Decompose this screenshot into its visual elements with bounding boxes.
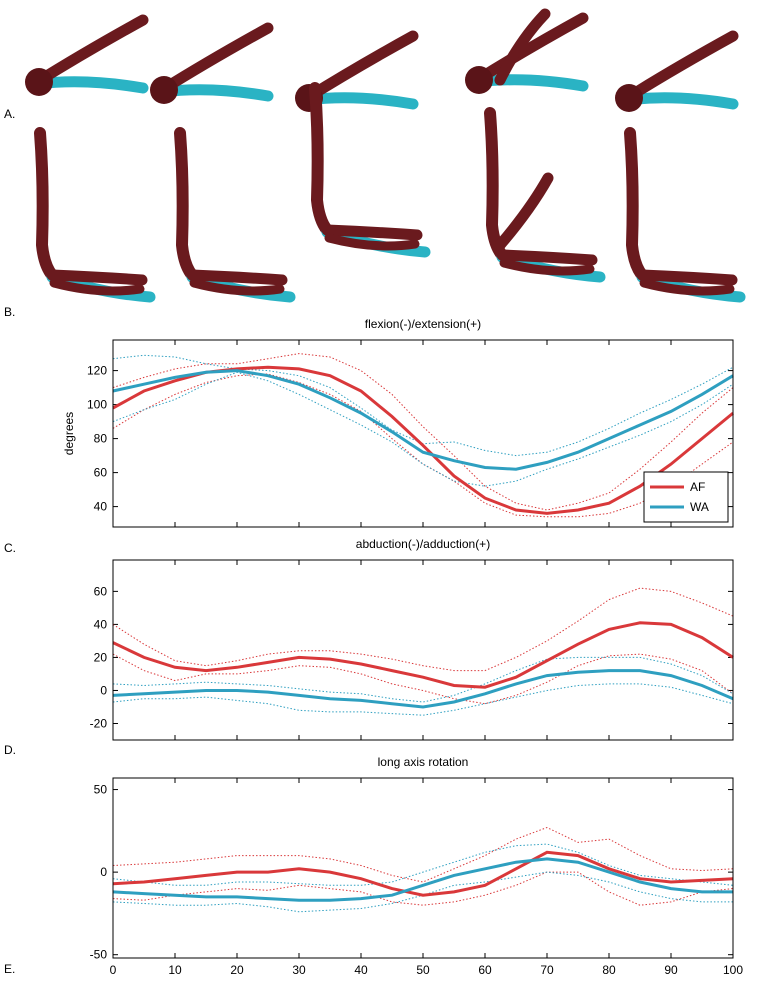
bound-line — [112, 843, 734, 886]
bound-line — [112, 587, 734, 672]
plot-frame — [112, 777, 734, 959]
y-tick-label: 50 — [94, 783, 108, 797]
x-tick-label: 30 — [292, 963, 306, 977]
y-tick-label: 100 — [87, 398, 107, 412]
bound-line — [112, 656, 734, 703]
bound-line — [112, 683, 734, 716]
panel-label: B. — [4, 305, 15, 319]
y-tick-label: 120 — [87, 364, 107, 378]
legend-label: AF — [690, 480, 705, 494]
bound-line — [112, 653, 734, 705]
mean-line — [112, 669, 734, 709]
legend-label: WA — [690, 500, 709, 514]
y-tick-label: 60 — [94, 584, 108, 598]
plot-frame — [112, 339, 734, 528]
y-tick-label: 80 — [94, 432, 108, 446]
panel-b-renderings — [40, 88, 740, 297]
y-tick-label: 20 — [94, 650, 108, 664]
bound-line — [112, 353, 734, 511]
mean-line — [112, 365, 734, 515]
y-axis-label: degrees — [62, 412, 76, 455]
x-tick-label: 50 — [416, 963, 430, 977]
panel-label: E. — [4, 962, 15, 976]
y-tick-label: 40 — [94, 500, 108, 514]
panel-label: A. — [4, 107, 15, 121]
x-tick-label: 20 — [230, 963, 244, 977]
x-tick-label: 40 — [354, 963, 368, 977]
bound-line — [112, 871, 734, 906]
x-tick-label: 60 — [478, 963, 492, 977]
mean-line — [112, 850, 734, 897]
y-tick-label: 0 — [100, 683, 107, 697]
x-tick-label: 90 — [664, 963, 678, 977]
panel-label: C. — [4, 541, 16, 555]
chart-title: abduction(-)/adduction(+) — [356, 537, 490, 551]
x-tick-label: 100 — [723, 963, 743, 977]
panel-a-renderings — [25, 8, 733, 112]
y-tick-label: -20 — [90, 716, 108, 730]
y-tick-label: 40 — [94, 617, 108, 631]
legend-box — [643, 471, 729, 523]
x-tick-label: 80 — [602, 963, 616, 977]
chart-title: long axis rotation — [378, 755, 469, 769]
plot-frame — [112, 559, 734, 741]
x-tick-label: 70 — [540, 963, 554, 977]
y-tick-label: -50 — [90, 948, 108, 962]
y-tick-label: 0 — [100, 865, 107, 879]
mean-line — [112, 621, 734, 689]
mean-line — [112, 857, 733, 902]
chart-title: flexion(-)/extension(+) — [365, 317, 481, 331]
panel-label: D. — [4, 743, 16, 757]
bound-line — [112, 826, 734, 883]
x-tick-label: 10 — [168, 963, 182, 977]
y-tick-label: 60 — [94, 466, 108, 480]
bound-line — [112, 354, 734, 457]
x-tick-label: 0 — [110, 963, 117, 977]
mean-line — [112, 369, 734, 471]
